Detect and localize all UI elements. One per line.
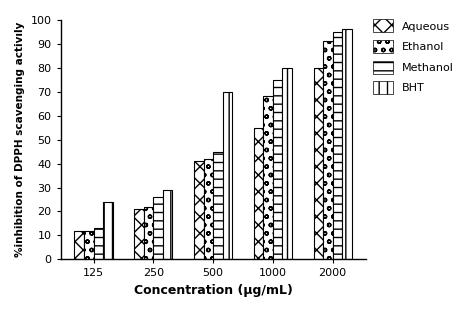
X-axis label: Concentration (μg/mL): Concentration (μg/mL) — [134, 284, 292, 297]
Legend: Aqueous, Ethanol, Methanol, BHT: Aqueous, Ethanol, Methanol, BHT — [369, 15, 458, 99]
Bar — [194, 161, 203, 259]
Bar — [203, 159, 213, 259]
Bar — [273, 80, 283, 259]
Bar — [313, 68, 323, 259]
Bar — [144, 207, 154, 259]
Bar — [223, 92, 232, 259]
Bar — [254, 128, 264, 259]
Y-axis label: %inhibition of DPPH scavenging activıly: %inhibition of DPPH scavenging activıly — [15, 22, 25, 257]
Bar — [154, 197, 163, 259]
Bar — [264, 96, 273, 259]
Bar — [213, 152, 223, 259]
Bar — [93, 228, 103, 259]
Bar — [134, 209, 144, 259]
Bar — [323, 41, 333, 259]
Bar — [74, 231, 84, 259]
Bar — [333, 32, 342, 259]
Bar — [103, 202, 113, 259]
Bar — [283, 68, 292, 259]
Bar — [84, 231, 93, 259]
Bar — [163, 190, 173, 259]
Bar — [342, 29, 352, 259]
